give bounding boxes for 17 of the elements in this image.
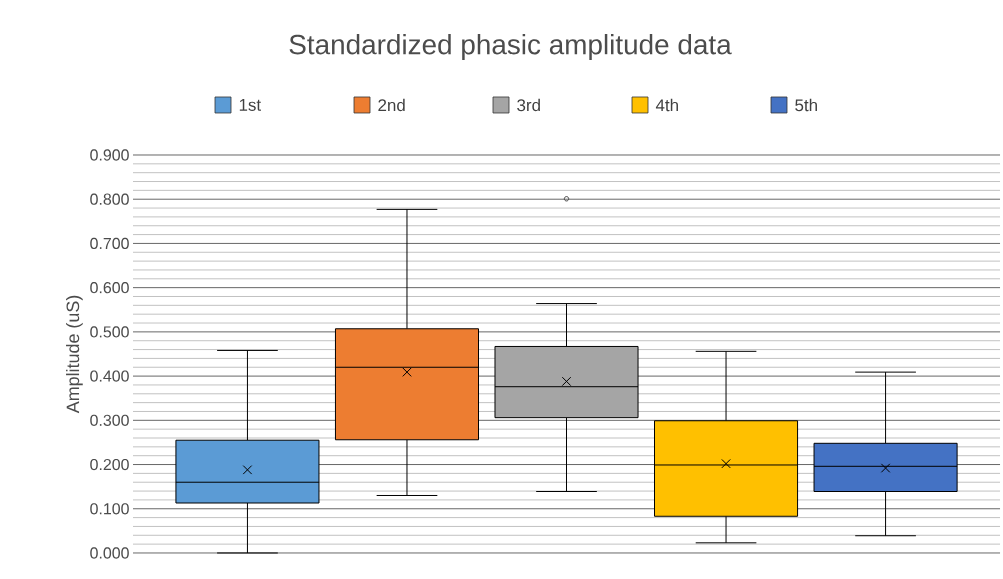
- y-tick-label: 0.200: [90, 458, 129, 471]
- y-axis-title: Amplitude (uS): [66, 295, 83, 414]
- y-tick-label: 0.100: [90, 503, 129, 515]
- y-tick-label: 0.400: [90, 370, 129, 382]
- y-tick-label: 0.600: [90, 282, 129, 294]
- y-tick-label: 0.500: [90, 326, 129, 338]
- y-tick-label: 0.900: [90, 149, 129, 161]
- legend-label: 5th: [795, 98, 817, 112]
- legend-label: 3rd: [517, 98, 540, 112]
- chart-title: Standardized phasic amplitude data: [289, 34, 732, 60]
- y-tick-label: 0.700: [90, 237, 129, 250]
- y-tick-label: 0.300: [90, 414, 129, 426]
- legend-label: 4th: [655, 98, 678, 112]
- y-tick-label: 0.000: [90, 547, 129, 559]
- legend-label: 2nd: [378, 98, 405, 112]
- legend-label: 1st: [239, 99, 261, 111]
- y-tick-label: 0.800: [90, 193, 129, 205]
